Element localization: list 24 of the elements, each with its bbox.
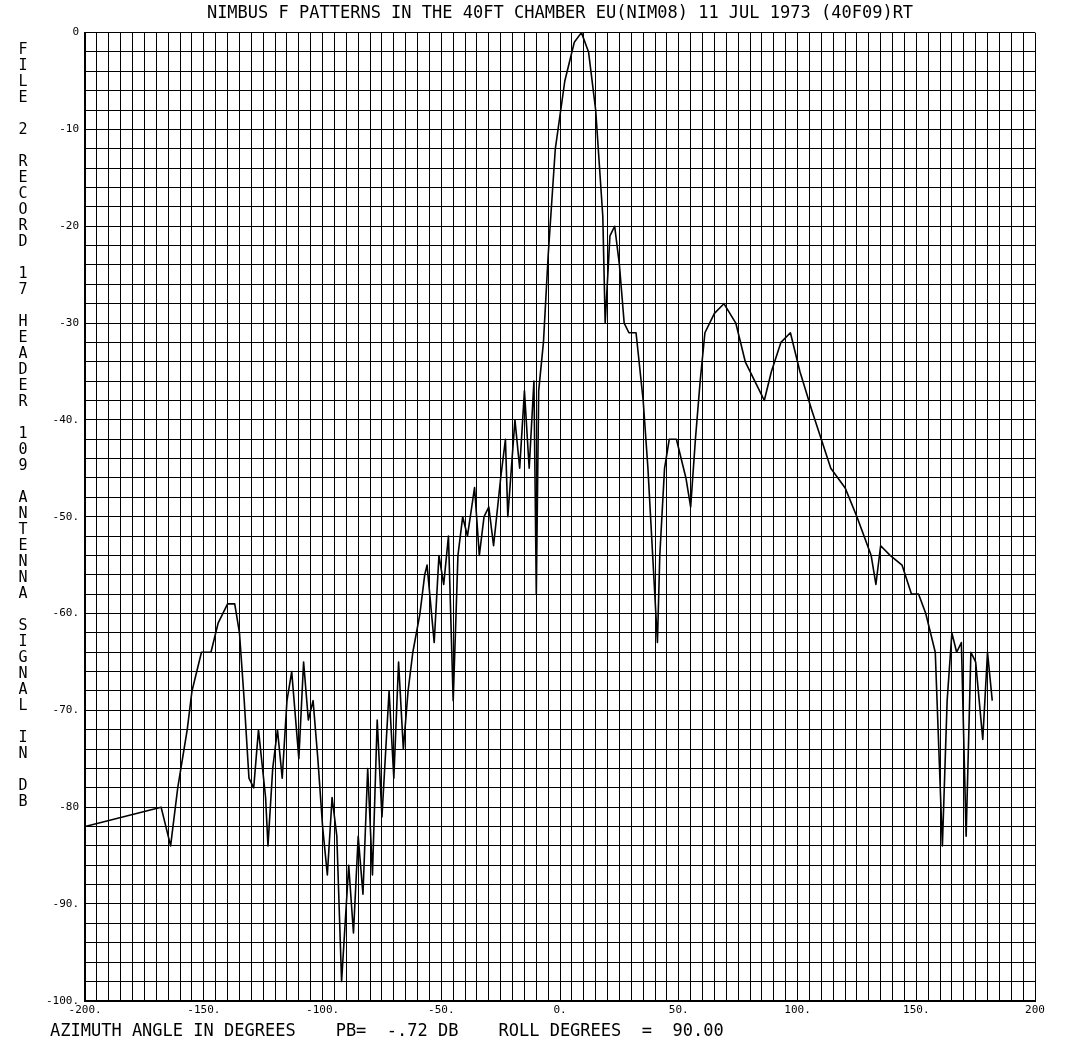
x-tick-label: -200. — [68, 1003, 102, 1017]
y-tick-label: -70. — [52, 703, 80, 717]
y-tick-label: -60. — [52, 606, 80, 620]
x-tick-label: -100. — [306, 1003, 340, 1017]
y-tick-label: -30 — [59, 315, 80, 329]
y-tick-label: -10 — [59, 122, 80, 136]
chart-title: NIMBUS F PATTERNS IN THE 40FT CHAMBER EU(NIM08) 11 JUL 1973 (40F09)RT — [205, 2, 915, 22]
y-tick-label: -90. — [52, 896, 80, 910]
text: PB= -.72 DB — [335, 1020, 459, 1040]
y-tick-label: -80 — [59, 800, 80, 814]
y-tick-label: -40. — [52, 412, 80, 426]
y-tick-label: 0 — [72, 25, 80, 39]
x-tick-label: 100. — [784, 1003, 811, 1017]
x-tick-label: -150. — [187, 1003, 221, 1017]
x-tick-label: 200 — [1025, 1003, 1045, 1017]
x-tick-label: -50. — [428, 1003, 455, 1017]
y-axis-title: FILE 2 RECORD 17 HEADER 109 ANTENNA SIGNAL IN DB — [13, 40, 32, 810]
x-tick-label: 150. — [903, 1003, 930, 1017]
x-axis-title: AZIMUTH ANGLE IN DEGREES — [50, 1020, 296, 1040]
x-tick-label: 0. — [553, 1003, 567, 1017]
y-tick-label: -50. — [52, 509, 80, 523]
text: ROLL DEGREES = 90.00 — [498, 1020, 724, 1040]
y-tick-label: -20 — [59, 219, 80, 233]
x-tick-label: 50. — [668, 1003, 689, 1017]
